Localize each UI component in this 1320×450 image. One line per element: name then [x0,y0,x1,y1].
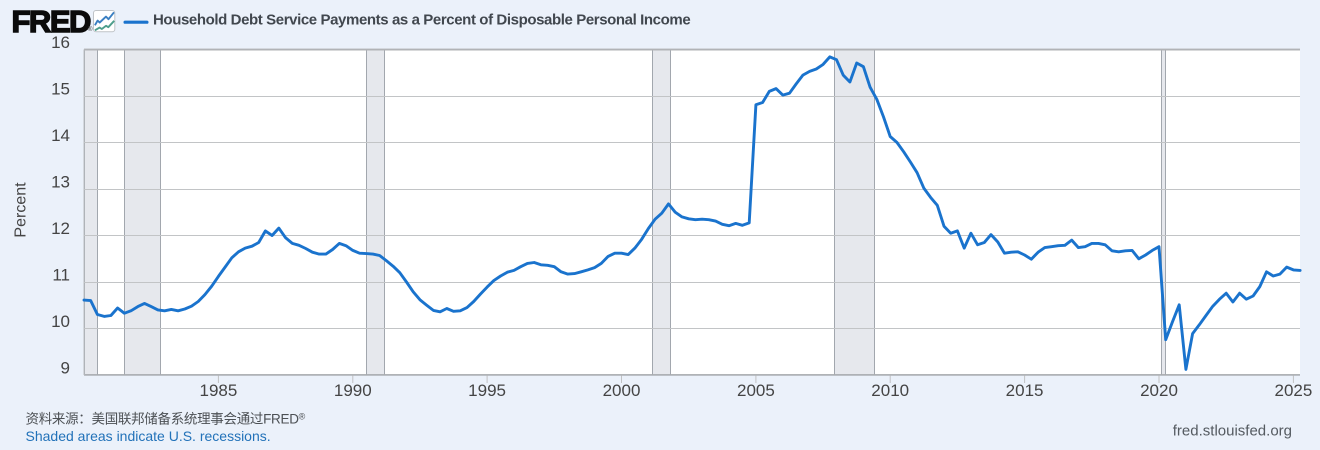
svg-text:15: 15 [51,80,70,99]
svg-text:1985: 1985 [199,381,237,400]
svg-text:FRED: FRED [12,4,92,39]
svg-text:13: 13 [51,173,70,192]
svg-text:Percent: Percent [13,182,30,238]
svg-text:2025: 2025 [1274,381,1312,400]
svg-text:Shaded areas indicate U.S. rec: Shaded areas indicate U.S. recessions. [26,428,271,444]
svg-text:fred.stlouisfed.org: fred.stlouisfed.org [1173,423,1292,440]
svg-text:®: ® [88,25,93,33]
svg-text:2005: 2005 [737,381,775,400]
svg-text:Household Debt Service Payment: Household Debt Service Payments as a Per… [153,11,690,28]
svg-text:2020: 2020 [1140,381,1178,400]
svg-text:14: 14 [51,126,70,145]
svg-text:1990: 1990 [334,381,372,400]
svg-text:1995: 1995 [468,381,506,400]
svg-text:资料来源：美国联邦储备系统理事会通过FRED®: 资料来源：美国联邦储备系统理事会通过FRED® [26,411,306,427]
svg-text:11: 11 [52,266,70,285]
svg-text:10: 10 [51,312,70,331]
svg-text:2010: 2010 [871,381,909,400]
svg-text:2015: 2015 [1006,381,1044,400]
svg-text:9: 9 [61,359,70,378]
svg-text:16: 16 [51,33,70,52]
svg-text:2000: 2000 [603,381,641,400]
svg-text:12: 12 [51,219,70,238]
